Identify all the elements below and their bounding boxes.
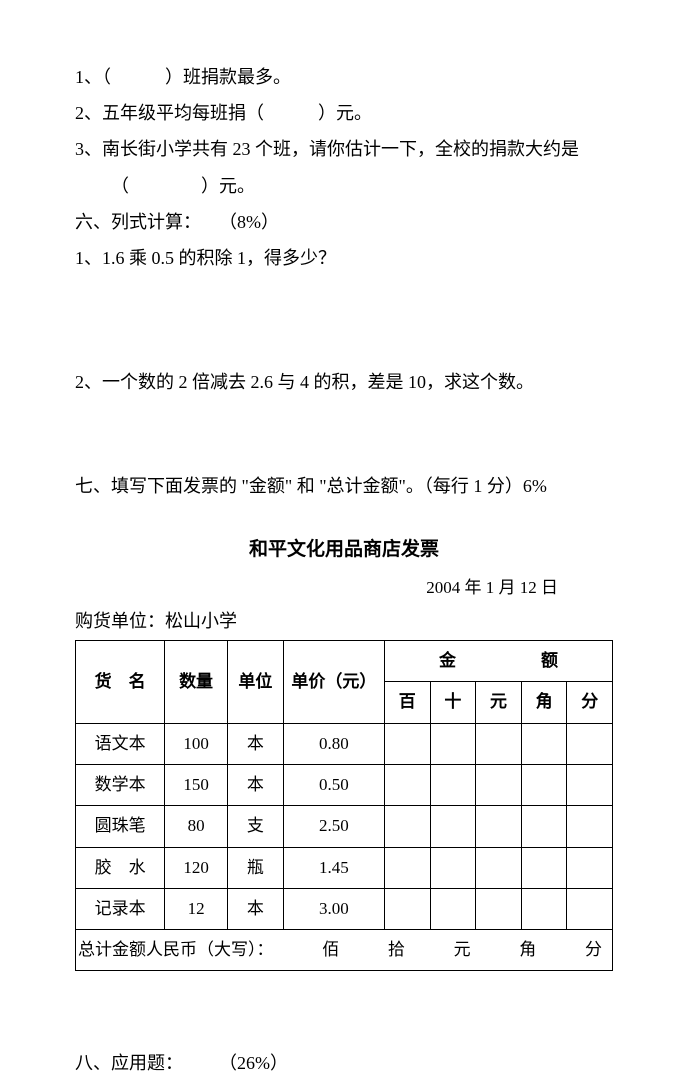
header-bai: 百 xyxy=(385,682,431,723)
total-cell: 总计金额人民币（大写）： 佰 拾 元 角 分 xyxy=(76,930,613,971)
cell-blank xyxy=(430,806,476,847)
cell-blank xyxy=(521,806,567,847)
cell-name: 圆珠笔 xyxy=(76,806,165,847)
header-jiao: 角 xyxy=(521,682,567,723)
invoice-title: 和平文化用品商店发票 xyxy=(75,532,613,568)
total-unit-shi: 拾 xyxy=(388,934,405,966)
cell-unit: 本 xyxy=(227,723,283,764)
section-6-q1: 1、1.6 乘 0.5 的积除 1，得多少？ xyxy=(75,241,613,275)
cell-qty: 12 xyxy=(165,888,228,929)
question-2: 2、五年级平均每班捐（ ）元。 xyxy=(75,96,613,130)
section-6-q2: 2、一个数的 2 倍减去 2.6 与 4 的积，差是 10，求这个数。 xyxy=(75,365,613,399)
total-unit-bai: 佰 xyxy=(322,934,339,966)
cell-price: 0.80 xyxy=(283,723,384,764)
cell-blank xyxy=(567,806,613,847)
total-unit-fen: 分 xyxy=(585,934,602,966)
header-unit: 单位 xyxy=(227,641,283,724)
total-label: 总计金额人民币（大写）： xyxy=(78,934,274,966)
header-fen: 分 xyxy=(567,682,613,723)
table-row: 数学本 150 本 0.50 xyxy=(76,764,613,805)
total-unit-jiao: 角 xyxy=(519,934,536,966)
cell-name: 胶 水 xyxy=(76,847,165,888)
table-row: 圆珠笔 80 支 2.50 xyxy=(76,806,613,847)
cell-qty: 80 xyxy=(165,806,228,847)
cell-blank xyxy=(385,723,431,764)
cell-qty: 150 xyxy=(165,764,228,805)
cell-unit: 本 xyxy=(227,764,283,805)
cell-blank xyxy=(567,888,613,929)
cell-blank xyxy=(385,847,431,888)
invoice-table: 货 名 数量 单位 单价（元） 金 额 百 十 元 角 分 语文本 100 本 … xyxy=(75,640,613,971)
cell-price: 3.00 xyxy=(283,888,384,929)
cell-price: 0.50 xyxy=(283,764,384,805)
cell-blank xyxy=(567,723,613,764)
header-yuan: 元 xyxy=(476,682,522,723)
total-unit-yuan: 元 xyxy=(454,934,471,966)
cell-blank xyxy=(430,847,476,888)
section-6-heading: 六、列式计算： （8%） xyxy=(75,205,613,239)
cell-blank xyxy=(430,723,476,764)
cell-unit: 本 xyxy=(227,888,283,929)
table-total-row: 总计金额人民币（大写）： 佰 拾 元 角 分 xyxy=(76,930,613,971)
table-row: 记录本 12 本 3.00 xyxy=(76,888,613,929)
cell-qty: 100 xyxy=(165,723,228,764)
cell-unit: 支 xyxy=(227,806,283,847)
cell-unit: 瓶 xyxy=(227,847,283,888)
invoice-buyer: 购货单位：松山小学 xyxy=(75,604,613,638)
header-price: 单价（元） xyxy=(283,641,384,724)
cell-blank xyxy=(476,723,522,764)
header-amount: 金 额 xyxy=(385,641,613,682)
cell-qty: 120 xyxy=(165,847,228,888)
cell-blank xyxy=(430,888,476,929)
header-name: 货 名 xyxy=(76,641,165,724)
cell-blank xyxy=(567,847,613,888)
question-3a: 3、南长街小学共有 23 个班，请你估计一下，全校的捐款大约是 xyxy=(75,132,613,166)
invoice-date: 2004 年 1 月 12 日 xyxy=(75,572,613,604)
cell-name: 语文本 xyxy=(76,723,165,764)
cell-blank xyxy=(521,723,567,764)
header-qty: 数量 xyxy=(165,641,228,724)
section-8-heading: 八、应用题： （26%） xyxy=(75,1046,613,1080)
cell-blank xyxy=(476,847,522,888)
cell-name: 记录本 xyxy=(76,888,165,929)
table-row: 语文本 100 本 0.80 xyxy=(76,723,613,764)
cell-blank xyxy=(385,888,431,929)
cell-blank xyxy=(476,806,522,847)
table-header-row-1: 货 名 数量 单位 单价（元） 金 额 xyxy=(76,641,613,682)
question-1: 1、（ ）班捐款最多。 xyxy=(75,60,613,94)
cell-blank xyxy=(430,764,476,805)
cell-blank xyxy=(385,764,431,805)
cell-blank xyxy=(385,806,431,847)
cell-blank xyxy=(521,847,567,888)
header-shi: 十 xyxy=(430,682,476,723)
cell-blank xyxy=(567,764,613,805)
cell-blank xyxy=(476,764,522,805)
cell-blank xyxy=(476,888,522,929)
table-row: 胶 水 120 瓶 1.45 xyxy=(76,847,613,888)
question-3b: （ ）元。 xyxy=(75,169,613,203)
cell-name: 数学本 xyxy=(76,764,165,805)
cell-blank xyxy=(521,764,567,805)
section-7-heading: 七、填写下面发票的 "金额" 和 "总计金额"。（每行 1 分）6% xyxy=(75,469,613,503)
cell-price: 2.50 xyxy=(283,806,384,847)
cell-blank xyxy=(521,888,567,929)
cell-price: 1.45 xyxy=(283,847,384,888)
